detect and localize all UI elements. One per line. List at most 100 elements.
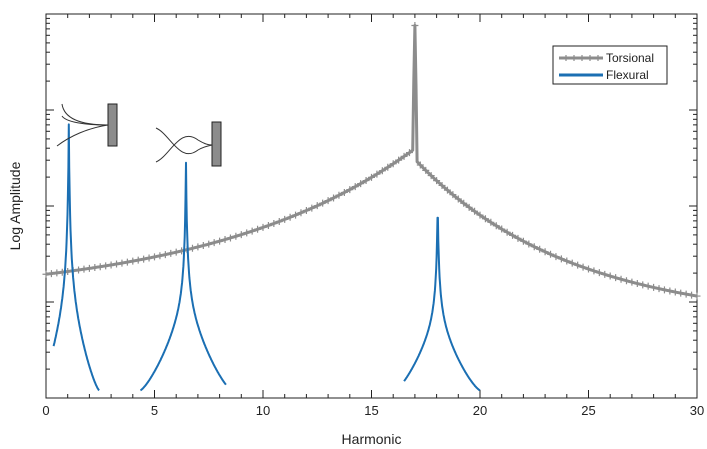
torsional-point bbox=[118, 259, 126, 267]
cantilever-mode-2-icon bbox=[155, 121, 222, 167]
torsional-point bbox=[373, 170, 381, 178]
torsional-point bbox=[351, 183, 359, 191]
torsional-point bbox=[628, 278, 636, 286]
series-flexural-peak-1 bbox=[52, 123, 100, 392]
torsional-point bbox=[259, 223, 267, 231]
torsional-point bbox=[639, 281, 647, 289]
torsional-point bbox=[226, 234, 234, 242]
torsional-point bbox=[617, 275, 625, 283]
torsional-point bbox=[427, 172, 435, 180]
torsional-point bbox=[243, 229, 251, 237]
y-axis-label: Log Amplitude bbox=[7, 161, 23, 250]
cantilever-mode-1-icon bbox=[56, 103, 118, 147]
legend-marker bbox=[595, 55, 601, 61]
torsional-point bbox=[422, 166, 430, 174]
torsional-point bbox=[248, 227, 256, 235]
torsional-point bbox=[438, 181, 446, 189]
torsional-point bbox=[281, 215, 289, 223]
x-tick-label: 5 bbox=[151, 403, 158, 418]
torsional-point bbox=[270, 220, 278, 228]
clamp-block bbox=[107, 103, 118, 147]
torsional-point bbox=[671, 288, 679, 296]
torsional-point bbox=[107, 261, 115, 269]
torsional-point bbox=[102, 262, 110, 270]
torsional-point bbox=[53, 269, 61, 277]
series-layer bbox=[42, 22, 701, 392]
torsional-point bbox=[601, 270, 609, 278]
torsional-point bbox=[585, 265, 592, 273]
torsional-point bbox=[449, 191, 457, 199]
torsional-point bbox=[677, 289, 685, 297]
torsional-point bbox=[433, 177, 441, 185]
torsional-point bbox=[660, 286, 668, 294]
series-flexural-peak-2 bbox=[139, 161, 227, 392]
series-flexural-peak-3 bbox=[403, 216, 481, 392]
torsional-point bbox=[156, 252, 164, 260]
torsional-point bbox=[308, 204, 316, 212]
legend-label-torsional: Torsional bbox=[606, 51, 654, 65]
x-tick-label: 0 bbox=[42, 403, 49, 418]
torsional-point bbox=[622, 277, 630, 285]
torsional-point bbox=[443, 186, 451, 194]
x-tick-label: 15 bbox=[364, 403, 378, 418]
torsional-point bbox=[666, 287, 674, 295]
torsional-point bbox=[471, 207, 479, 215]
torsional-point bbox=[340, 188, 348, 196]
torsional-point bbox=[188, 244, 196, 252]
torsional-point bbox=[395, 156, 403, 164]
torsional-point bbox=[465, 203, 473, 211]
torsional-point bbox=[286, 213, 294, 221]
mode-curve bbox=[56, 124, 109, 147]
legend-box bbox=[552, 45, 668, 85]
torsional-point bbox=[579, 263, 587, 271]
torsional-point bbox=[650, 283, 658, 291]
torsional-point bbox=[552, 253, 560, 261]
torsional-point bbox=[254, 225, 262, 233]
torsional-point bbox=[547, 250, 555, 258]
mode-curve bbox=[155, 127, 213, 155]
clamp-block bbox=[211, 121, 222, 167]
torsional-point bbox=[346, 186, 354, 194]
torsional-point bbox=[237, 231, 245, 239]
x-axis: 0 5 10 15 20 25 30 bbox=[42, 14, 704, 418]
torsional-point bbox=[123, 258, 131, 266]
torsional-point bbox=[335, 191, 343, 199]
legend-marker bbox=[571, 55, 577, 61]
torsional-point bbox=[384, 163, 392, 171]
torsional-point bbox=[454, 195, 462, 203]
torsional-point bbox=[368, 173, 375, 181]
torsional-point bbox=[75, 266, 83, 274]
torsional-point bbox=[389, 160, 397, 168]
torsional-point bbox=[487, 218, 495, 226]
torsional-point bbox=[145, 254, 153, 262]
legend-markers-torsional bbox=[563, 55, 601, 61]
torsional-point bbox=[330, 194, 338, 202]
torsional-point bbox=[481, 215, 489, 223]
torsional-point bbox=[362, 177, 370, 185]
torsional-point bbox=[80, 265, 88, 273]
mode-icons bbox=[56, 103, 222, 167]
torsional-point bbox=[644, 282, 652, 290]
torsional-point bbox=[292, 211, 300, 219]
torsional-point bbox=[693, 292, 701, 300]
x-tick-label: 20 bbox=[473, 403, 487, 418]
torsional-point bbox=[595, 269, 603, 277]
torsional-point bbox=[498, 225, 506, 233]
torsional-point bbox=[221, 236, 229, 244]
torsional-point bbox=[47, 270, 55, 278]
torsional-point bbox=[151, 253, 158, 261]
torsional-point bbox=[297, 209, 305, 217]
legend-label-flexural: Flexural bbox=[606, 68, 649, 82]
torsional-point bbox=[688, 291, 696, 299]
legend-marker bbox=[579, 55, 585, 61]
torsional-point bbox=[525, 240, 533, 248]
torsional-point bbox=[172, 248, 180, 256]
mode-curve bbox=[155, 135, 213, 163]
torsional-point bbox=[199, 242, 207, 250]
torsional-point bbox=[411, 22, 419, 30]
torsional-point bbox=[378, 167, 386, 175]
x-tick-label: 30 bbox=[690, 403, 704, 418]
torsional-point bbox=[655, 285, 663, 293]
torsional-point bbox=[590, 267, 598, 275]
